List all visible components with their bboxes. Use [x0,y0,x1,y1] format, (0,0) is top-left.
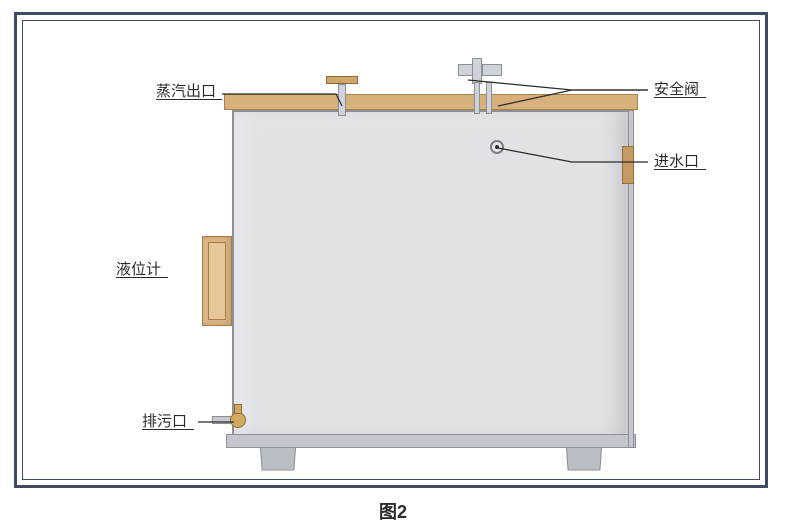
level-gauge [202,236,232,326]
label-safety-valve: 安全阀 [654,78,699,99]
tank-base-strip [226,434,636,448]
label-level-gauge: 液位计 [116,258,161,279]
diagram-area: 蒸汽出口 安全阀 进水口 液位计 排污口 [16,14,766,486]
steam-outlet-fitting [334,76,350,116]
label-drain: 排污口 [142,410,187,431]
figure-caption: 图2 [0,498,786,524]
tank-leg-left [260,448,296,470]
marker-inlet [495,145,499,149]
drain-valve [230,410,266,430]
tank-top [224,94,638,110]
gauge-inner [208,242,226,320]
safety-valve-fitting [458,58,504,116]
tank-body [232,110,630,448]
right-flange [622,146,634,184]
label-water-inlet: 进水口 [654,150,699,171]
label-steam-outlet: 蒸汽出口 [156,80,216,101]
tank-leg-right [566,448,602,470]
tank [232,110,630,448]
